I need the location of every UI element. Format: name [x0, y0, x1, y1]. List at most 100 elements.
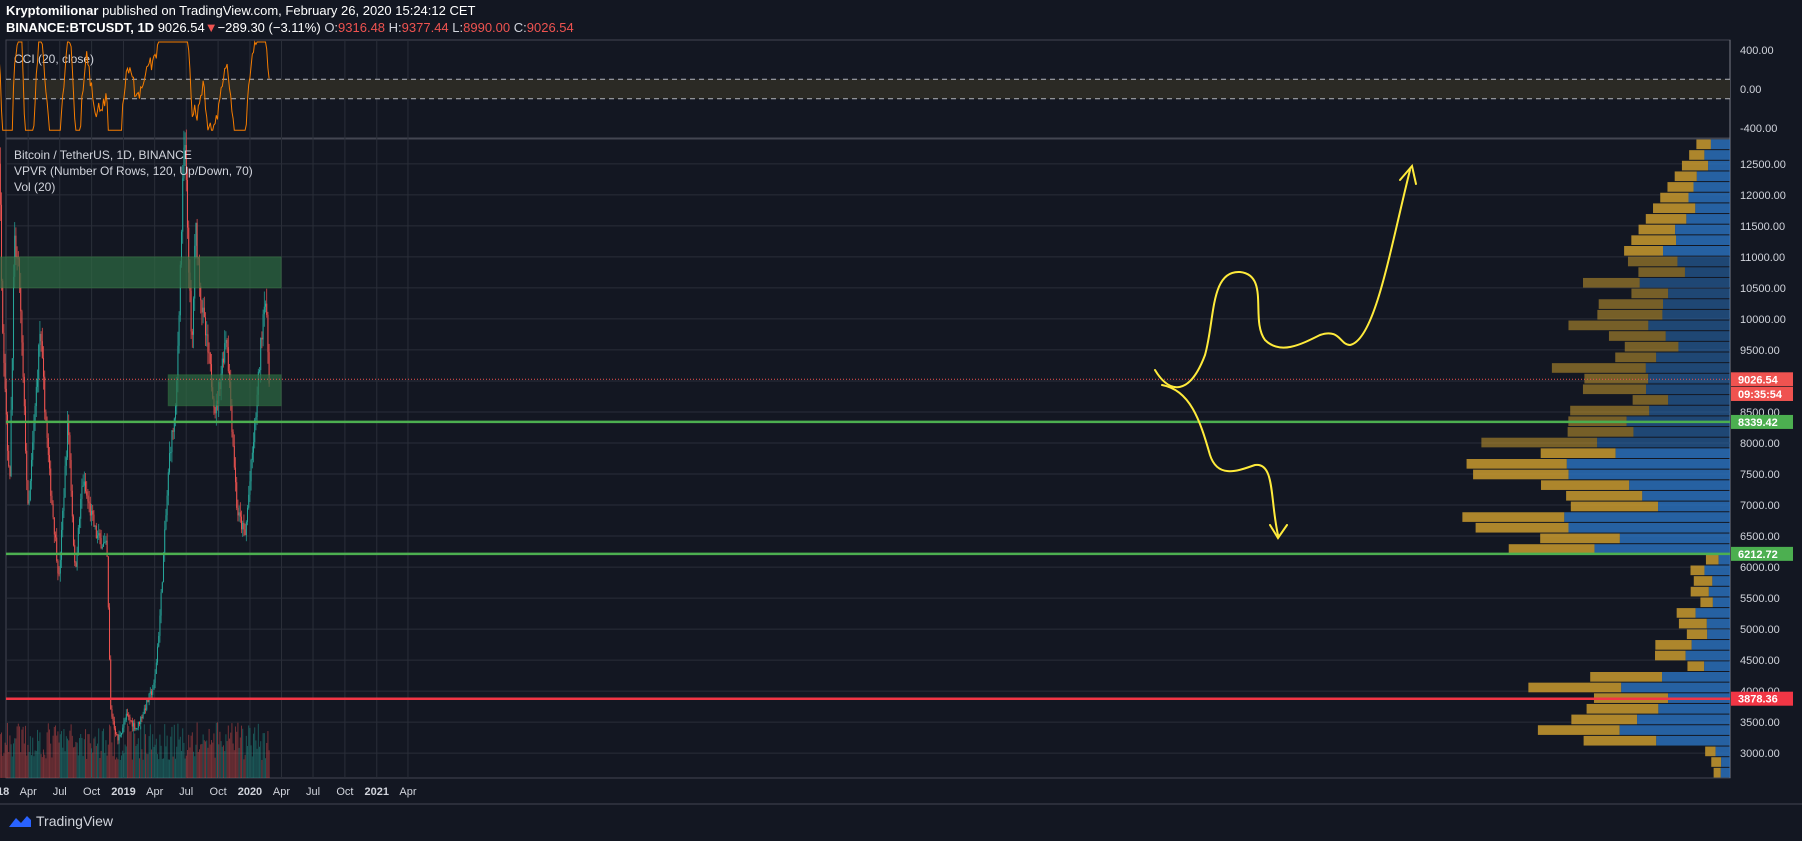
candle-body	[23, 376, 25, 407]
volume-bar	[245, 735, 247, 778]
candle-body	[179, 264, 181, 316]
candle-body	[181, 231, 183, 265]
candle-body	[75, 562, 77, 567]
vpvr-down-volume	[1711, 757, 1722, 767]
volume-bar	[139, 758, 141, 778]
candle-body	[158, 635, 160, 647]
volume-bar	[62, 747, 64, 778]
vpvr-up-volume	[1708, 586, 1730, 597]
vpvr-up-volume	[1615, 448, 1730, 458]
volume-bar	[124, 744, 126, 778]
vpvr-up-volume	[1704, 661, 1730, 671]
candle-body	[143, 708, 145, 715]
vpvr-down-volume	[1681, 160, 1709, 171]
vpvr-down-volume	[1674, 171, 1697, 182]
volume-bar	[238, 747, 240, 778]
volume-bar	[131, 759, 133, 778]
candle-body	[44, 376, 46, 413]
candle-body	[170, 452, 172, 454]
tradingview-brand[interactable]: TradingView	[8, 813, 113, 829]
vpvr-up-volume	[1645, 384, 1730, 395]
cci-line	[0, 40, 270, 131]
y-tick-label: 12500.00	[1740, 159, 1786, 171]
candle-body	[243, 522, 245, 530]
candle-body	[22, 342, 24, 377]
vpvr-down-volume	[1566, 490, 1643, 501]
price-badge-label: 9026.54	[1738, 374, 1779, 386]
volume-bar	[188, 734, 190, 778]
volume-bar	[133, 725, 135, 778]
volume-bar	[219, 731, 221, 778]
vpvr-down-volume	[1481, 437, 1598, 448]
candle-body	[104, 542, 106, 544]
vpvr-down-volume	[1475, 522, 1569, 533]
vpvr-down-volume	[1597, 309, 1663, 320]
vpvr-down-volume	[1583, 277, 1640, 288]
vpvr-up-volume	[1566, 459, 1730, 469]
candle-body	[255, 417, 257, 420]
candle-body	[28, 500, 30, 504]
volume-bar	[141, 749, 143, 778]
volume-bar	[214, 757, 216, 778]
volume-bar	[261, 759, 263, 778]
candle-body	[81, 486, 83, 499]
vpvr-up-volume	[1708, 160, 1730, 171]
volume-bar	[263, 733, 265, 778]
candle-body	[98, 533, 100, 536]
author-name[interactable]: Kryptomilionar	[6, 3, 99, 18]
candle-body	[244, 529, 246, 536]
volume-bar	[225, 734, 227, 778]
volume-bar	[157, 754, 159, 778]
candle-body	[21, 311, 23, 343]
volume-bar	[149, 724, 151, 778]
volume-bar	[119, 759, 121, 778]
volume-bar	[5, 744, 7, 778]
candle-body	[221, 358, 223, 374]
candle-body	[71, 490, 73, 517]
volume-bar	[97, 743, 99, 778]
level-badge-label: 3878.36	[1738, 694, 1778, 706]
tradingview-logo-icon	[9, 816, 31, 827]
candle-body	[131, 720, 133, 727]
candle-body	[251, 452, 253, 460]
volume-bar	[200, 744, 202, 778]
symbol-label[interactable]: BINANCE:BTCUSDT, 1D	[6, 20, 155, 35]
volume-bar	[175, 758, 177, 778]
volume-bar	[129, 731, 131, 778]
bullish-arrow-head-icon	[1399, 163, 1417, 185]
volume-bar	[208, 728, 210, 778]
volume-bar	[74, 746, 76, 778]
volume-bars	[0, 722, 270, 778]
candle-body	[0, 163, 1, 205]
candle-body	[52, 503, 54, 518]
candle-body	[92, 510, 94, 515]
candle-body	[29, 480, 31, 501]
candle-body	[202, 307, 204, 313]
y-tick-label: 7000.00	[1740, 500, 1780, 512]
vpvr-up-volume	[1712, 597, 1730, 608]
level-badge-label: 8339.42	[1738, 417, 1778, 429]
vpvr-up-volume	[1677, 256, 1730, 267]
volume-bar	[9, 735, 11, 778]
volume-bar	[69, 730, 71, 778]
volume-bar	[236, 731, 238, 778]
vpvr-up-volume	[1691, 640, 1730, 650]
volume-bar	[75, 741, 77, 778]
volume-bar	[231, 723, 233, 778]
candle-body	[121, 732, 123, 735]
x-tick-label: Apr	[273, 786, 290, 798]
candle-body	[259, 370, 261, 372]
volume-bar	[213, 733, 215, 778]
volume-bar	[179, 736, 181, 778]
candle-body	[154, 673, 156, 683]
vpvr-down-volume	[1687, 661, 1705, 671]
y-tick-label: 6000.00	[1740, 562, 1780, 574]
candle-body	[242, 522, 244, 530]
candle-body	[223, 358, 225, 363]
volume-bar	[41, 757, 43, 778]
volume-bar	[91, 748, 93, 778]
candle-body	[94, 525, 96, 527]
candle-body	[34, 406, 36, 424]
vpvr-down-volume	[1462, 512, 1565, 522]
